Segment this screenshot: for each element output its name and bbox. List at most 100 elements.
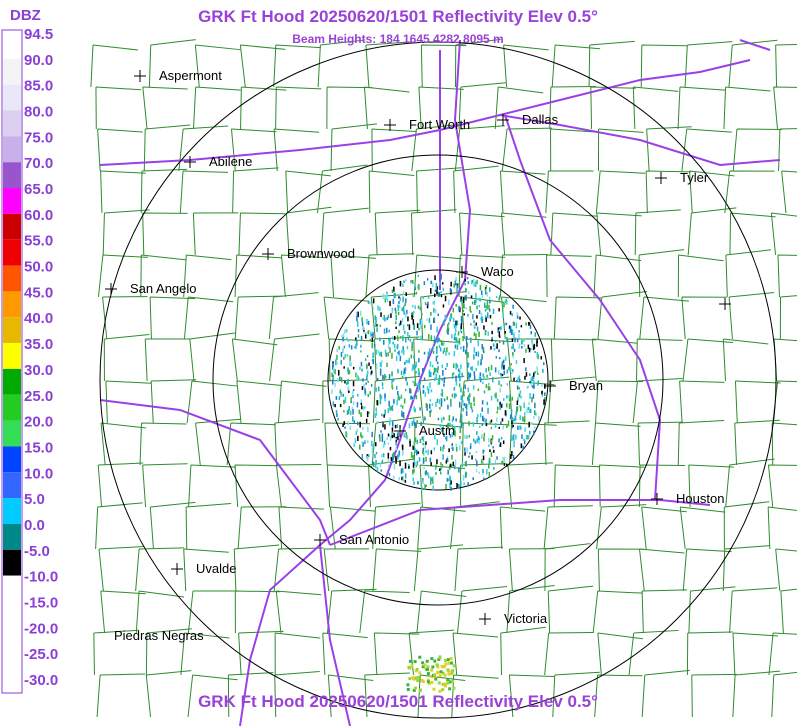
echo [332,401,335,407]
echo [511,420,513,425]
county-line [728,292,775,340]
echo [474,326,476,329]
county-line [277,380,327,424]
county-line [230,128,277,172]
echo [367,454,370,458]
echo [532,385,534,388]
echo [517,377,519,381]
county-line [359,590,410,634]
scale-band [3,446,21,473]
legend-label: 35.0 [24,336,53,353]
legend-label: 50.0 [24,259,53,276]
county-line [97,462,144,508]
echo [493,348,496,351]
echo [352,394,354,399]
echo [533,426,536,430]
echo [499,401,501,408]
city-marker [479,613,491,625]
county-line [150,379,197,424]
echo [447,404,449,410]
echo [407,323,409,327]
echo [475,333,477,339]
echo [370,384,373,387]
echo [433,367,436,374]
echo [383,414,385,418]
echo [362,326,365,331]
echo [418,350,420,353]
legend-label: 90.0 [24,52,53,69]
county-line [501,296,547,340]
scale-band [3,84,21,111]
echo [479,377,482,383]
echo [490,419,493,423]
echo [541,390,543,395]
echo [475,281,477,287]
echo [356,341,358,346]
city-label: Tyler [680,170,709,185]
echo [357,394,359,397]
echo [426,362,428,365]
echo [489,421,491,425]
echo [511,371,513,375]
echo [444,682,448,686]
echo [396,399,398,406]
echo [365,319,368,324]
echo [393,286,395,292]
echo [517,397,519,402]
county-line [729,212,776,256]
echo [334,382,336,387]
echo [498,326,501,330]
echo [400,370,403,376]
echo [500,437,503,440]
echo [494,459,497,464]
echo [488,308,491,312]
echo [494,422,497,428]
echo [459,436,461,440]
echo [439,347,442,352]
echo [466,435,468,439]
echo [501,306,504,312]
city-marker [456,266,468,278]
county-line [456,586,508,634]
echo [431,665,435,669]
echo [411,341,413,348]
echo [469,393,471,398]
scale-band [3,601,21,628]
echo [435,663,439,667]
echo [406,381,408,386]
echo [452,664,456,668]
echo [498,370,500,375]
county-line [240,86,287,130]
echo [459,370,461,376]
echo [496,343,498,349]
echo [459,425,462,429]
county-line [135,590,185,634]
echo [460,323,463,330]
echo [443,684,447,688]
echo [526,407,528,414]
county-line [640,44,687,88]
echo [527,406,530,411]
county-line [684,41,733,88]
echo [361,441,363,444]
city-label: Brownwood [287,246,355,261]
echo [412,477,414,482]
echo [496,417,498,422]
echo [453,363,455,369]
echo [402,467,404,473]
city-marker [497,114,509,126]
city-marker [171,563,183,575]
echo [347,367,349,373]
echo [525,348,527,353]
echo [416,336,418,339]
echo [435,283,438,289]
echo [465,349,467,355]
echo [460,422,463,429]
echo [519,390,522,395]
echo [432,301,434,305]
echo [411,368,414,371]
echo [536,351,538,358]
legend-label: -30.0 [24,672,58,689]
county-line [97,128,143,172]
